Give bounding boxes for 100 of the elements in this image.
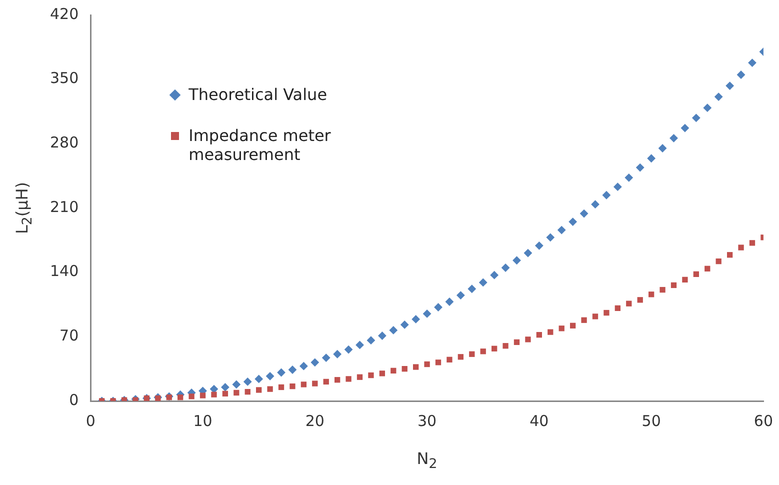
point: [267, 386, 273, 392]
point: [670, 282, 677, 288]
point: [356, 374, 363, 380]
point: [648, 292, 654, 298]
point: [660, 286, 666, 293]
y-tick-label: 70: [60, 326, 79, 345]
point: [243, 378, 252, 386]
point: [716, 258, 722, 264]
point: [626, 300, 632, 306]
y-tick-label: 0: [69, 390, 79, 409]
point: [256, 387, 262, 393]
point: [536, 332, 542, 338]
point: [658, 144, 667, 152]
point: [480, 348, 486, 354]
point: [344, 345, 353, 354]
point: [637, 297, 643, 303]
point: [299, 362, 308, 370]
point: [512, 256, 521, 265]
point: [682, 276, 688, 283]
point: [424, 361, 430, 368]
point: [591, 200, 600, 209]
x-tick-label: 40: [530, 412, 549, 430]
point: [323, 378, 329, 385]
point: [368, 372, 374, 378]
point: [434, 303, 442, 312]
point: [278, 384, 284, 390]
y-tick-label: 280: [50, 134, 79, 152]
point: [726, 252, 733, 258]
point: [581, 317, 587, 323]
point: [704, 266, 710, 272]
point: [469, 351, 475, 357]
point: [234, 390, 240, 396]
point: [524, 248, 532, 258]
point: [749, 240, 756, 246]
point: [624, 173, 634, 182]
x-tick-label: 0: [86, 412, 96, 430]
point: [726, 82, 734, 90]
point: [636, 163, 644, 172]
point: [220, 383, 230, 392]
point: [490, 270, 499, 280]
point: [254, 374, 264, 384]
point: [422, 309, 432, 318]
point: [714, 92, 723, 101]
point: [379, 370, 386, 376]
point: [670, 134, 678, 142]
point: [389, 326, 398, 334]
point: [501, 264, 510, 272]
point: [322, 354, 330, 362]
x-tick-label: 30: [417, 412, 437, 430]
point: [557, 226, 566, 234]
point: [356, 340, 364, 350]
x-tick-label: 20: [305, 412, 324, 430]
y-tick-label: 350: [50, 69, 79, 88]
point: [290, 383, 296, 390]
point: [602, 190, 611, 200]
point: [558, 326, 564, 332]
point: [534, 241, 544, 250]
point: [277, 368, 286, 377]
point: [400, 320, 409, 329]
point: [288, 366, 297, 374]
point: [680, 124, 690, 132]
point: [738, 244, 744, 250]
point: [188, 394, 194, 400]
point: [478, 278, 488, 287]
point: [514, 339, 520, 346]
point: [580, 209, 588, 218]
point: [244, 388, 250, 395]
point: [435, 360, 442, 366]
point: [300, 382, 307, 388]
point: [412, 315, 420, 324]
point: [568, 218, 578, 226]
point: [492, 346, 498, 352]
point: [413, 364, 419, 370]
y-tick-label: 420: [50, 4, 79, 23]
point: [366, 336, 376, 345]
point: [736, 70, 746, 79]
point: [468, 284, 476, 294]
point: [312, 380, 318, 386]
x-tick-label: 50: [642, 412, 661, 430]
point: [548, 329, 554, 335]
point: [200, 392, 206, 398]
point: [446, 356, 452, 362]
point: [748, 58, 756, 67]
point: [604, 310, 610, 316]
point: [390, 368, 396, 374]
point: [502, 343, 508, 349]
point: [333, 350, 342, 358]
x-tick-label: 10: [193, 412, 212, 430]
point: [402, 366, 408, 372]
point: [378, 332, 386, 340]
legend-label: Theoretical Value: [188, 85, 328, 104]
y-tick-label: 210: [50, 198, 79, 216]
point: [570, 322, 576, 328]
point: [458, 354, 464, 360]
point: [334, 377, 340, 383]
point: [693, 271, 700, 277]
point: [614, 305, 621, 312]
point: [346, 376, 352, 382]
point: [546, 233, 555, 242]
point: [703, 104, 712, 112]
